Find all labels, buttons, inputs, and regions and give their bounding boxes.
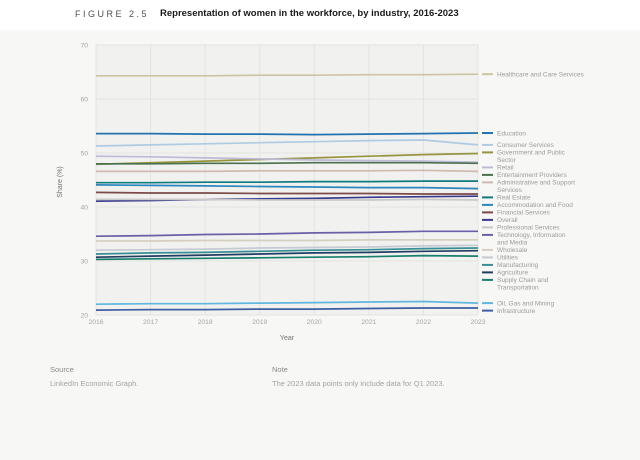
legend-label: Supply Chain and [497, 277, 549, 284]
grid-layer [95, 44, 479, 316]
series-line [95, 191, 478, 195]
series-line [95, 184, 479, 190]
series-line [95, 244, 479, 252]
series-line [96, 169, 479, 173]
note-text: The 2023 data points only include data f… [272, 379, 445, 388]
legend-label: Agriculture [497, 270, 528, 277]
series-line [95, 139, 479, 147]
legend-label: Technology, Information [497, 232, 566, 239]
x-axis-title: Year [280, 335, 295, 342]
legend-item: Financial Services [482, 210, 550, 217]
x-tick-label: 2020 [307, 319, 322, 326]
line-chart: 20 30 40 50 60 70 2016 2017 2018 2019 2020 2021 2022… [57, 42, 584, 342]
legend-item: Overall [482, 217, 518, 224]
legend-item: Real Estate [482, 195, 531, 202]
legend-item: Healthcare and Care Services [482, 71, 584, 78]
legend-label: Healthcare and Care Services [497, 71, 584, 78]
x-tick-label: 2023 [470, 319, 485, 326]
legend-label: Manufacturing [497, 262, 539, 269]
legend-label: Oil, Gas and Mining [497, 300, 554, 307]
legend-label: Entertainment Providers [497, 172, 567, 179]
legend-item: Accommodation and Food [482, 202, 573, 209]
legend-label: Education [497, 130, 526, 137]
series-line [95, 249, 479, 259]
legend-label: Government and Public [497, 150, 566, 157]
legend-item: Retail [482, 165, 514, 172]
series-line [96, 180, 478, 184]
series-line [95, 307, 478, 311]
chart-legend: Healthcare and Care Services Education Con… [482, 71, 584, 315]
legend-label: Transportation [497, 285, 539, 292]
series-line [95, 300, 479, 306]
figure-number-label: FIGURE 2.5 [75, 9, 150, 19]
legend-label: and Media [497, 240, 528, 247]
note-block: Note The 2023 data points only include d… [272, 365, 592, 388]
series-line [95, 254, 479, 261]
legend-label: Retail [497, 165, 514, 172]
legend-label: Sector [497, 157, 517, 164]
series-line [95, 230, 478, 238]
y-tick-label: 40 [80, 204, 88, 211]
series-line [96, 198, 479, 201]
figure-header: FIGURE 2.5 Representation of women in th… [0, 0, 640, 30]
series-line [95, 247, 479, 255]
legend-item: Education [482, 130, 526, 137]
legend-label: Wholesale [497, 247, 528, 254]
series-layer [95, 73, 479, 311]
legend-item: Professional Services [482, 225, 560, 232]
series-line [96, 239, 478, 242]
plot-area [96, 45, 478, 315]
legend-label: Overall [497, 217, 518, 224]
y-tick-label: 50 [80, 150, 88, 157]
legend-item: Entertainment Providers [482, 172, 567, 179]
legend-label: Financial Services [497, 210, 550, 217]
x-tick-label: 2019 [252, 319, 267, 326]
y-tick-label: 70 [80, 42, 88, 49]
legend-item: Manufacturing [482, 262, 539, 269]
source-block: Source LinkedIn Economic Graph. [50, 365, 250, 388]
y-tick-label: 60 [80, 96, 88, 103]
legend-item: Wholesale [482, 247, 528, 254]
legend-item: Infrastructure [482, 308, 536, 315]
legend-item: Utilities [482, 255, 519, 262]
legend-label: Accommodation and Food [497, 202, 573, 209]
note-heading: Note [272, 365, 288, 374]
series-line [95, 195, 479, 202]
legend-item: Agriculture [482, 270, 528, 277]
legend-label: Services [497, 187, 523, 194]
y-axis-title: Share (%) [57, 166, 64, 198]
series-line [96, 161, 479, 165]
y-tick-label: 30 [80, 258, 88, 265]
legend-label: Infrastructure [497, 308, 536, 315]
y-tick-label: 20 [80, 312, 88, 319]
x-tick-label: 2021 [361, 319, 376, 326]
series-line [95, 155, 479, 164]
legend-label: Utilities [497, 255, 519, 262]
series-line [96, 132, 479, 136]
x-tick-label: 2022 [416, 319, 431, 326]
legend-label: Professional Services [497, 225, 560, 232]
x-tick-label: 2016 [88, 319, 103, 326]
legend-item: Consumer Services [482, 142, 554, 149]
source-text: LinkedIn Economic Graph. [50, 379, 139, 388]
x-tick-label: 2018 [198, 319, 213, 326]
axis-ticks: 20 30 40 50 60 70 2016 2017 2018 2019 2020 2021 2022… [80, 42, 485, 326]
legend-label: Administrative and Support [497, 180, 575, 187]
figure-title: Representation of women in the workforce… [160, 8, 459, 19]
x-tick-label: 2017 [143, 319, 158, 326]
source-heading: Source [50, 365, 74, 374]
legend-label: Real Estate [497, 195, 531, 202]
legend-label: Consumer Services [497, 142, 554, 149]
series-line [96, 73, 479, 77]
legend-item: Oil, Gas and Mining [482, 300, 554, 307]
